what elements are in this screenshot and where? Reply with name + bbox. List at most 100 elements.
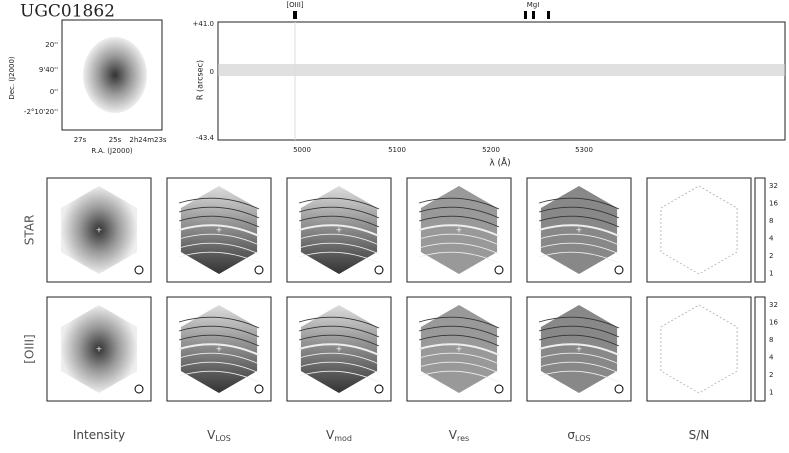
spec-xtick: 5000 [293,146,311,154]
contour [418,334,500,347]
contour [298,251,380,264]
beam [374,384,384,394]
contour [298,352,380,365]
beam [134,265,144,275]
contour [418,361,500,374]
center-mark: + [336,226,343,235]
thumb-ytick: 9'40'' [39,66,58,74]
thumb-xtick: 25s [109,136,122,144]
contour [418,206,500,219]
panel-frame [406,177,512,283]
thumb-ytick: 0'' [50,88,58,96]
colorbar-tick: 2 [769,371,773,379]
contour [178,343,260,356]
column-main: V [449,428,458,442]
thumb-xtick: 2h24m23s [129,136,167,144]
contour [538,352,620,365]
contour [298,343,380,356]
contour [298,233,380,246]
contour [538,361,620,374]
contour [418,325,500,338]
row-label: STAR [23,215,37,246]
spec-ytick: -43.4 [196,134,215,142]
column-label: Vres [449,428,469,443]
contour [178,206,260,219]
center-mark: + [216,345,223,354]
spec-ylabel: R (arcsec) [196,60,205,100]
column-label: VLOS [207,428,231,443]
contour [298,224,380,237]
contour [418,224,500,237]
contour [538,242,620,255]
beam [614,384,624,394]
column-main: V [207,428,216,442]
contour [418,343,500,356]
center-mark: + [576,226,583,235]
contour [418,352,500,365]
thumb-ylabel: Dec. (J2000) [8,56,16,100]
contour [178,215,260,228]
thumb-ytick: 20'' [45,41,58,49]
map [60,305,138,393]
spectrum-image [217,21,786,141]
contour [538,334,620,347]
thumbnail-frame [61,19,163,131]
colorbar-tick: 1 [769,389,773,397]
column-sub: LOS [575,434,591,443]
column-main: σ [567,428,575,442]
contour [538,325,620,338]
contour [418,197,500,210]
contour [298,215,380,228]
contour [538,233,620,246]
contour [298,197,380,210]
contour [178,352,260,365]
contour [538,370,620,383]
contour [178,242,260,255]
colorbar-tick: 32 [769,182,778,190]
contour [418,316,500,329]
contour [298,242,380,255]
map [660,185,738,275]
column-sub: LOS [215,434,231,443]
column-label: S/N [689,428,710,442]
colorbar-tick: 2 [769,252,773,260]
center-mark: + [456,226,463,235]
contour [178,370,260,383]
panel-frame [46,177,152,283]
beam [374,265,384,275]
colorbar-tick: 32 [769,301,778,309]
contour [298,334,380,347]
column-sub: res [457,434,469,443]
panel-frame [646,177,752,283]
colorbar-tick: 8 [769,217,773,225]
contour [178,334,260,347]
beam [614,265,624,275]
colorbar [754,177,766,283]
beam [494,265,504,275]
center-mark: + [696,226,703,235]
center-mark: + [456,345,463,354]
spectrum-band [218,64,785,76]
beam [494,384,504,394]
spec-xlabel: λ (Å) [489,157,510,169]
contour [178,197,260,210]
contour [298,370,380,383]
panel-frame [166,296,272,402]
contour [418,370,500,383]
center-mark: + [96,345,103,354]
panel-frame [526,296,632,402]
colorbar-tick: 16 [769,200,778,208]
column-main: V [326,428,335,442]
spec-xtick: 5200 [482,146,500,154]
line-label: [OIII] [286,1,303,9]
contour [298,325,380,338]
spec-ytick: 0 [210,68,214,76]
spec-xtick: 5100 [388,146,406,154]
column-label: σLOS [567,428,590,443]
column-sub: mod [334,434,352,443]
contour [538,251,620,264]
contour [178,224,260,237]
contour [298,361,380,374]
contour [178,251,260,264]
